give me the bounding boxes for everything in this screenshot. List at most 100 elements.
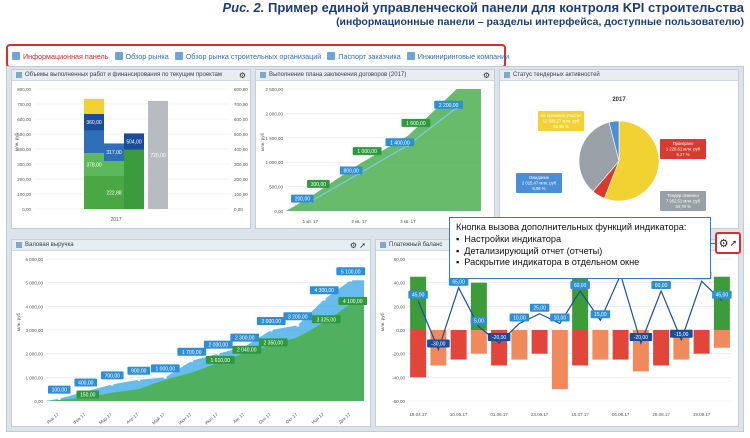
balance-label: 45,00 — [716, 293, 729, 299]
balance-label: 15,00 — [594, 312, 607, 318]
chart-icon — [114, 52, 123, 60]
y-tick-label: 5 000,00 — [25, 281, 43, 286]
tab-engineering-companies[interactable]: Инжиниринговые компании — [406, 51, 510, 61]
x-tick-label: Июн 17 — [177, 412, 192, 426]
plan-point — [349, 278, 353, 282]
pie-label: Ожидание — [529, 175, 550, 180]
y2-tick-label: 800,00 — [234, 87, 248, 92]
plan-point — [163, 375, 167, 379]
y2-tick-label: 200,00 — [234, 177, 248, 182]
pie-slice — [603, 120, 660, 202]
payment-chart: -60,00 -40,00 -20,00 0,00 20,00 40,00 60,00 млн… — [380, 257, 732, 417]
plan-label-bg — [47, 385, 71, 394]
callout-item: Раскрытие индикатора в отдельном окне — [456, 257, 704, 269]
fact-label: 300,00 — [311, 182, 327, 188]
bar-label: 317,00 — [106, 150, 122, 156]
fact-label-bg — [232, 345, 262, 354]
balance-label-bg — [448, 277, 469, 286]
plan-line — [310, 107, 457, 203]
bar-label: 222,88 — [106, 190, 122, 196]
plan-label: 5 100,00 — [341, 269, 361, 275]
tab-construction-market[interactable]: Обзор рынка строительных организаций — [174, 52, 321, 61]
fact-label-bg — [338, 296, 368, 305]
y-tick-label: -20,00 — [392, 352, 405, 357]
bar-segment — [84, 153, 104, 176]
panel-header: Статус тендерных активностей — [500, 70, 738, 81]
balance-label: 60,00 — [574, 283, 587, 289]
x-tick-label: Мар 17 — [98, 412, 113, 426]
y2-tick-label: 600,00 — [234, 117, 248, 122]
balance-label: 10,00 — [554, 315, 567, 321]
panel-icon — [16, 72, 22, 78]
panel-contracts: Выполнение плана заключения договоров (2… — [255, 69, 495, 229]
panel-title: Валовая выручка — [25, 242, 74, 248]
y2-tick-label: 300,00 — [234, 162, 248, 167]
pie-label: 5,27 % — [676, 152, 689, 157]
plan-label: 100,00 — [52, 388, 68, 394]
balance-label: 60,00 — [655, 283, 668, 289]
balance-label: -20,00 — [492, 335, 506, 341]
company-icon — [406, 52, 415, 60]
y-tick-label: 700,00 — [17, 102, 31, 107]
pie-label: 2 015,47 млн. руб — [522, 181, 557, 186]
tab-label: Информационная панель — [23, 51, 109, 61]
fact-label: 2 350,00 — [264, 340, 284, 346]
expense-bar — [713, 330, 730, 348]
plan-label: 400,00 — [78, 381, 94, 387]
y-tick-label: 1 000,00 — [265, 160, 283, 165]
bar-label: 720,00 — [150, 153, 166, 159]
tab-info-panel[interactable]: Информационная панель — [12, 52, 109, 61]
panel-title: Платежный баланс — [389, 242, 443, 248]
income-bar — [572, 276, 589, 330]
plan-label-bg — [309, 286, 339, 295]
balance-label: 45,00 — [412, 293, 425, 299]
y-tick-label: 4 000,00 — [25, 304, 43, 309]
gear-icon[interactable]: ⚙ — [482, 71, 490, 80]
x-tick-label: Фев 17 — [72, 412, 87, 426]
plan-label-bg — [339, 166, 363, 175]
plan-label: 700,00 — [105, 373, 121, 379]
tab-customer-passport[interactable]: Паспорт заказчика — [327, 52, 401, 61]
tab-label: Обзор рынка — [125, 51, 169, 61]
indicator-functions-button[interactable]: ⚙ ➚ — [715, 232, 741, 254]
tab-market-overview[interactable]: Обзор рынка — [114, 51, 169, 61]
expense-bar — [450, 330, 467, 360]
bar-segment — [84, 130, 104, 154]
plan-label: 3 000,00 — [262, 319, 282, 325]
pie-year: 2017 — [612, 97, 626, 103]
balance-label: 10,00 — [513, 315, 526, 321]
bar-label: 504,00 — [126, 140, 142, 146]
gear-icon[interactable]: ⚙ ➚ — [349, 241, 366, 250]
panel-tenders: Статус тендерных активностей 2017 Не приз… — [499, 69, 739, 229]
y-tick-label: 20,00 — [394, 304, 406, 309]
balance-label: 25,00 — [533, 306, 546, 312]
fact-label-bg — [205, 355, 235, 364]
pie-slice — [578, 121, 620, 192]
fact-label-bg — [401, 118, 431, 127]
tab-label: Инжиниринговые компании — [417, 51, 510, 61]
fact-label: 150,00 — [80, 392, 96, 398]
fact-label: 1 600,00 — [406, 121, 426, 127]
y-tick-label: 100,00 — [17, 192, 31, 197]
building-icon — [174, 52, 183, 60]
x-tick-label: Ноя 17 — [311, 412, 326, 425]
panel-header: Выполнение плана заключения договоров (2… — [256, 70, 494, 81]
balance-label-bg — [712, 290, 732, 299]
bar-segment — [104, 143, 124, 161]
y-tick-label: 40,00 — [394, 281, 406, 286]
balance-label: 5,00 — [474, 319, 484, 325]
y-tick-label: 0,00 — [34, 399, 43, 404]
fact-label-bg — [76, 390, 100, 399]
gear-icon[interactable]: ⚙ — [238, 71, 246, 80]
fact-label-bg — [352, 147, 382, 156]
plan-label-bg — [230, 333, 260, 342]
expense-bar — [410, 330, 427, 378]
balance-label-bg — [670, 329, 693, 338]
y-tick-label: 1 500,00 — [265, 136, 283, 141]
plan-point — [296, 323, 300, 327]
y-axis-label: млн. руб — [14, 133, 19, 151]
panel-icon — [16, 242, 22, 248]
x-tick-label: Апр 17 — [125, 412, 139, 425]
plan-label: 200,00 — [295, 197, 311, 203]
plan-point — [190, 359, 194, 363]
